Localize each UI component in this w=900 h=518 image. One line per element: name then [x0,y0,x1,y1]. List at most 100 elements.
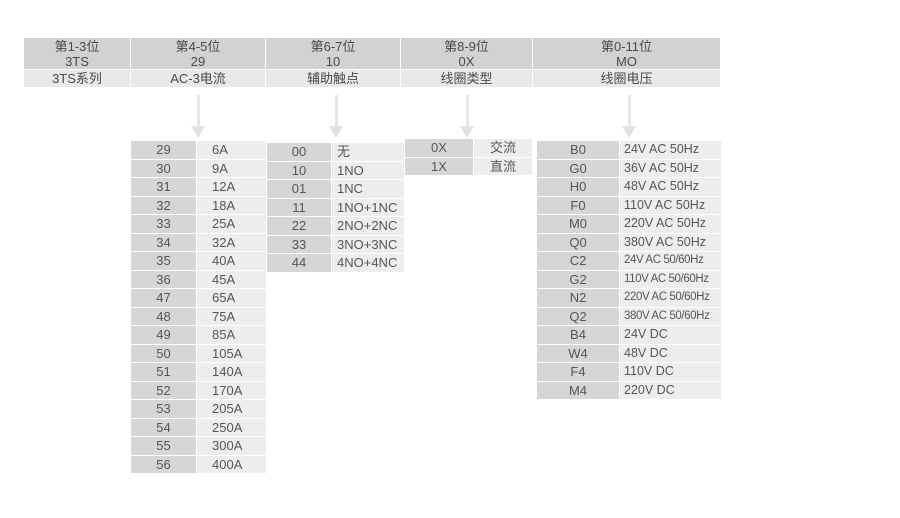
table-row: G2 110V AC 50/60Hz [537,270,721,288]
table-row: 10 1NO [267,161,404,179]
code-cell: 36 [131,270,196,288]
code-cell: M0 [537,215,619,233]
value-cell: 65A [197,289,266,307]
header-top-segment: 第6-7位 10 [266,38,400,70]
segment-label: AC-3电流 [131,70,265,87]
table-row: G0 36V AC 50Hz [537,159,721,177]
code-cell: 31 [131,178,196,196]
code-cell: H0 [537,178,619,196]
aux-contacts-code-table: 00 无 10 1NO 01 1NC 11 1NO+1NC 22 2NO+2NC 33 3NO+3NC… [267,143,404,273]
value-cell: 18A [197,196,266,214]
code-cell: 44 [267,254,331,272]
code-cell: 34 [131,233,196,251]
value-cell: 无 [332,143,404,161]
table-row: 52 170A [131,381,266,399]
code-sample: 10 [325,53,341,69]
code-cell: 30 [131,159,196,177]
value-cell: 12A [197,178,266,196]
table-row: F4 110V DC [537,363,721,381]
header-col-series: 第1-3位 3TS 3TS系列 [24,38,130,87]
code-cell: G2 [537,270,619,288]
position-label: 第4-5位 [175,38,221,54]
down-arrow-icon [191,95,205,138]
table-row: 1X 直流 [405,157,532,175]
position-label: 第0-11位 [600,38,653,54]
code-cell: M4 [537,381,619,399]
table-row: 51 140A [131,363,266,381]
header-top-segment: 第4-5位 29 [131,38,265,70]
arrow-head [622,126,636,138]
table-row: Q0 380V AC 50Hz [537,233,721,251]
table-row: 30 9A [131,159,266,177]
table-row: 35 40A [131,252,266,270]
value-cell: 75A [197,307,266,325]
table-row: 48 75A [131,307,266,325]
value-cell: 250A [197,418,266,436]
value-cell: 25A [197,215,266,233]
position-label: 第6-7位 [310,38,356,54]
arrow-stem [334,95,338,126]
value-cell: 110V AC 50/60Hz [620,270,721,288]
code-cell: 00 [267,143,331,161]
value-cell: 110V AC 50Hz [620,196,721,214]
code-cell: W4 [537,344,619,362]
arrow-head [191,126,205,138]
table-row: 36 45A [131,270,266,288]
value-cell: 4NO+4NC [332,254,404,272]
code-cell: 54 [131,418,196,436]
value-cell: 45A [197,270,266,288]
arrow-head [329,126,343,138]
value-cell: 220V DC [620,381,721,399]
code-cell: B4 [537,326,619,344]
table-row: 47 65A [131,289,266,307]
value-cell: 24V AC 50Hz [620,141,721,159]
table-row: M0 220V AC 50Hz [537,215,721,233]
code-cell: F4 [537,363,619,381]
code-cell: Q0 [537,233,619,251]
table-row: 33 25A [131,215,266,233]
code-cell: 22 [267,217,331,235]
table-row: 31 12A [131,178,266,196]
segment-label: 辅助触点 [266,70,400,87]
down-arrow-icon [329,95,343,138]
header-col-current: 第4-5位 29 AC-3电流 [131,38,265,87]
table-row: 32 18A [131,196,266,214]
table-row: 53 205A [131,400,266,418]
value-cell: 2NO+2NC [332,217,404,235]
table-row: 56 400A [131,455,266,473]
header-col-aux-contacts: 第6-7位 10 辅助触点 [266,38,400,87]
table-row: 49 85A [131,326,266,344]
code-cell: N2 [537,289,619,307]
table-row: 54 250A [131,418,266,436]
code-cell: 33 [267,235,331,253]
arrow-stem [196,95,200,126]
code-cell: 32 [131,196,196,214]
value-cell: 6A [197,141,266,159]
coil-voltage-code-table: B0 24V AC 50Hz G0 36V AC 50Hz H0 48V AC 50Hz F… [537,141,721,400]
code-cell: 1X [405,157,473,175]
code-cell: Q2 [537,307,619,325]
table-row: N2 220V AC 50/60Hz [537,289,721,307]
header-top-segment: 第8-9位 0X [401,38,532,70]
code-cell: G0 [537,159,619,177]
code-cell: F0 [537,196,619,214]
arrow-stem [465,95,469,126]
value-cell: 48V AC 50Hz [620,178,721,196]
header-col-coil-voltage: 第0-11位 MO 线圈电压 [533,38,720,87]
code-cell: 50 [131,344,196,362]
code-cell: 35 [131,252,196,270]
down-arrow-icon [460,95,474,138]
segment-label: 线圈电压 [533,70,720,87]
value-cell: 220V AC 50/60Hz [620,289,721,307]
value-cell: 40A [197,252,266,270]
table-row: 0X 交流 [405,139,532,157]
table-row: 55 300A [131,437,266,455]
header-col-coil-type: 第8-9位 0X 线圈类型 [401,38,532,87]
value-cell: 24V AC 50/60Hz [620,252,721,270]
arrow-head [460,126,474,138]
value-cell: 3NO+3NC [332,235,404,253]
value-cell: 140A [197,363,266,381]
value-cell: 36V AC 50Hz [620,159,721,177]
segment-label: 3TS系列 [24,70,130,87]
value-cell: 170A [197,381,266,399]
